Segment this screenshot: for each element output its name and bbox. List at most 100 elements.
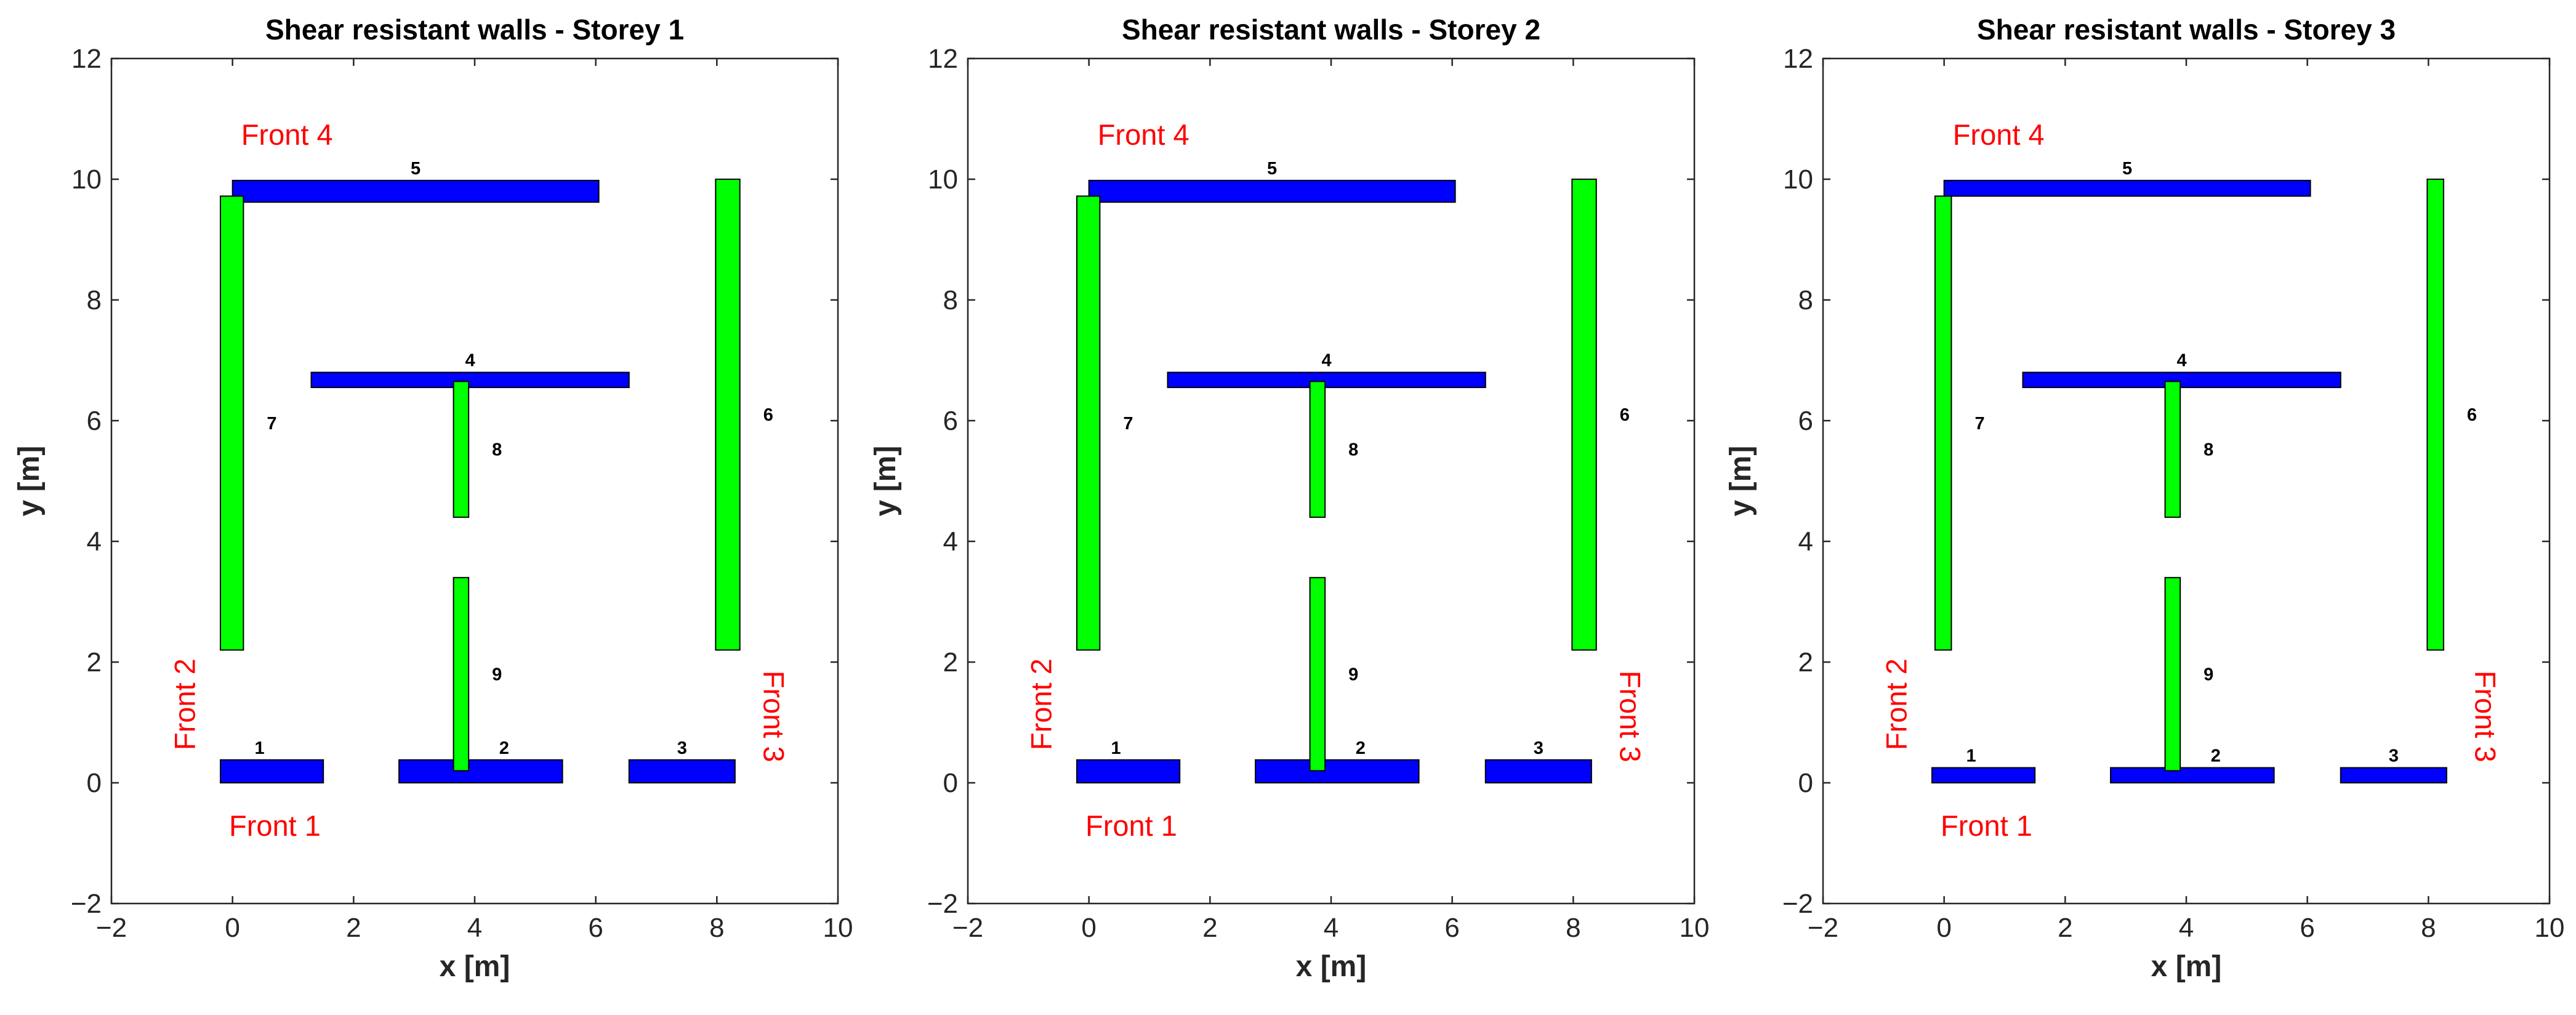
y-tick-label: 8 xyxy=(87,285,102,315)
y-tick-label: 12 xyxy=(1783,44,1813,74)
y-tick-label: 0 xyxy=(943,768,958,798)
y-tick-label: 4 xyxy=(87,527,102,557)
wall-2-label: 2 xyxy=(499,738,509,758)
front-2-label: Front 2 xyxy=(1024,658,1057,750)
front-3-label: Front 3 xyxy=(757,671,790,762)
wall-5-bar xyxy=(231,179,600,203)
front-2-label: Front 2 xyxy=(1880,658,1912,750)
wall-4-label: 4 xyxy=(2177,351,2187,371)
y-tick-label: 6 xyxy=(943,406,958,436)
wall-9-bar xyxy=(1309,576,1326,772)
y-tick-label: −2 xyxy=(927,889,958,919)
wall-6-bar xyxy=(715,179,741,651)
wall-8-bar xyxy=(1309,381,1326,518)
y-tick-label: 10 xyxy=(71,164,102,195)
x-tick-label: 0 xyxy=(1936,913,1951,943)
x-axis-label: x [m] xyxy=(440,950,510,983)
y-tick-label: 10 xyxy=(1783,164,1813,195)
front-1-label: Front 1 xyxy=(229,809,321,842)
y-axis-label: y [m] xyxy=(869,446,902,517)
x-tick-label: −2 xyxy=(96,913,127,943)
wall-1-bar xyxy=(1076,759,1181,784)
y-tick-label: 2 xyxy=(1798,647,1813,677)
chart-title: Shear resistant walls - Storey 3 xyxy=(1977,14,2396,46)
y-tick-label: 2 xyxy=(943,647,958,677)
x-tick-label: 8 xyxy=(709,913,724,943)
wall-5-label: 5 xyxy=(411,159,421,179)
y-tick-label: 12 xyxy=(928,44,958,74)
x-tick-label: 4 xyxy=(2179,913,2194,943)
wall-2-label: 2 xyxy=(2211,746,2221,766)
wall-2-bar xyxy=(2110,767,2275,783)
wall-1-label: 1 xyxy=(255,738,265,758)
y-tick-label: 8 xyxy=(1798,285,1813,315)
x-tick-label: 2 xyxy=(1202,913,1217,943)
x-tick-label: 8 xyxy=(1566,913,1580,943)
wall-6-bar xyxy=(2426,179,2444,651)
wall-8-label: 8 xyxy=(492,440,502,460)
front-1-label: Front 1 xyxy=(1085,809,1177,842)
wall-1-label: 1 xyxy=(1966,746,1976,766)
x-tick-label: 4 xyxy=(1324,913,1338,943)
wall-7-bar xyxy=(1076,195,1101,651)
wall-6-label: 6 xyxy=(1620,405,1630,425)
x-tick-label: 10 xyxy=(2535,913,2565,943)
y-tick-label: 0 xyxy=(87,768,102,798)
chart-title: Shear resistant walls - Storey 2 xyxy=(1122,14,1540,46)
front-4-label: Front 4 xyxy=(241,118,333,151)
wall-9-bar xyxy=(2164,576,2181,772)
wall-3-label: 3 xyxy=(1534,738,1544,758)
x-tick-label: 0 xyxy=(225,913,239,943)
y-tick-label: −2 xyxy=(1782,889,1813,919)
x-tick-label: −2 xyxy=(952,913,983,943)
wall-4-label: 4 xyxy=(1322,351,1332,371)
wall-7-bar xyxy=(1934,195,1952,651)
x-tick-label: 4 xyxy=(467,913,482,943)
wall-1-bar xyxy=(220,759,324,784)
wall-3-bar xyxy=(1484,759,1592,784)
wall-2-bar xyxy=(398,759,563,784)
x-tick-label: −2 xyxy=(1808,913,1838,943)
y-tick-label: 8 xyxy=(943,285,958,315)
wall-7-label: 7 xyxy=(1974,414,1984,434)
wall-4-bar xyxy=(1167,371,1486,389)
front-3-label: Front 3 xyxy=(1614,671,1646,762)
wall-5-bar xyxy=(1943,179,2311,197)
front-2-label: Front 2 xyxy=(168,658,201,750)
x-tick-label: 6 xyxy=(1444,913,1459,943)
wall-9-bar xyxy=(453,576,470,772)
wall-1-bar xyxy=(1931,767,2036,783)
wall-3-label: 3 xyxy=(677,738,687,758)
y-tick-label: 4 xyxy=(1798,527,1813,557)
wall-8-label: 8 xyxy=(2204,440,2213,460)
wall-8-bar xyxy=(2164,381,2181,518)
wall-3-bar xyxy=(628,759,736,784)
wall-4-bar xyxy=(310,371,630,389)
wall-7-label: 7 xyxy=(267,414,276,434)
y-axis-label: y [m] xyxy=(13,446,46,517)
front-4-label: Front 4 xyxy=(1953,118,2045,151)
wall-3-label: 3 xyxy=(2389,746,2399,766)
wall-8-bar xyxy=(453,381,470,518)
x-tick-label: 2 xyxy=(2058,913,2072,943)
wall-9-label: 9 xyxy=(2204,665,2213,685)
wall-5-bar xyxy=(1088,179,1456,203)
x-tick-label: 6 xyxy=(588,913,603,943)
y-tick-label: 0 xyxy=(1798,768,1813,798)
y-tick-label: 6 xyxy=(87,406,102,436)
wall-2-label: 2 xyxy=(1356,738,1366,758)
front-3-label: Front 3 xyxy=(2469,671,2502,762)
x-tick-label: 0 xyxy=(1081,913,1096,943)
x-axis-label: x [m] xyxy=(1296,950,1367,983)
y-tick-label: −2 xyxy=(71,889,102,919)
wall-9-label: 9 xyxy=(492,665,502,685)
y-tick-label: 10 xyxy=(928,164,958,195)
y-axis-label: y [m] xyxy=(1725,446,1757,517)
y-tick-label: 6 xyxy=(1798,406,1813,436)
wall-7-bar xyxy=(220,195,244,651)
wall-6-label: 6 xyxy=(763,405,773,425)
y-tick-label: 12 xyxy=(71,44,102,74)
